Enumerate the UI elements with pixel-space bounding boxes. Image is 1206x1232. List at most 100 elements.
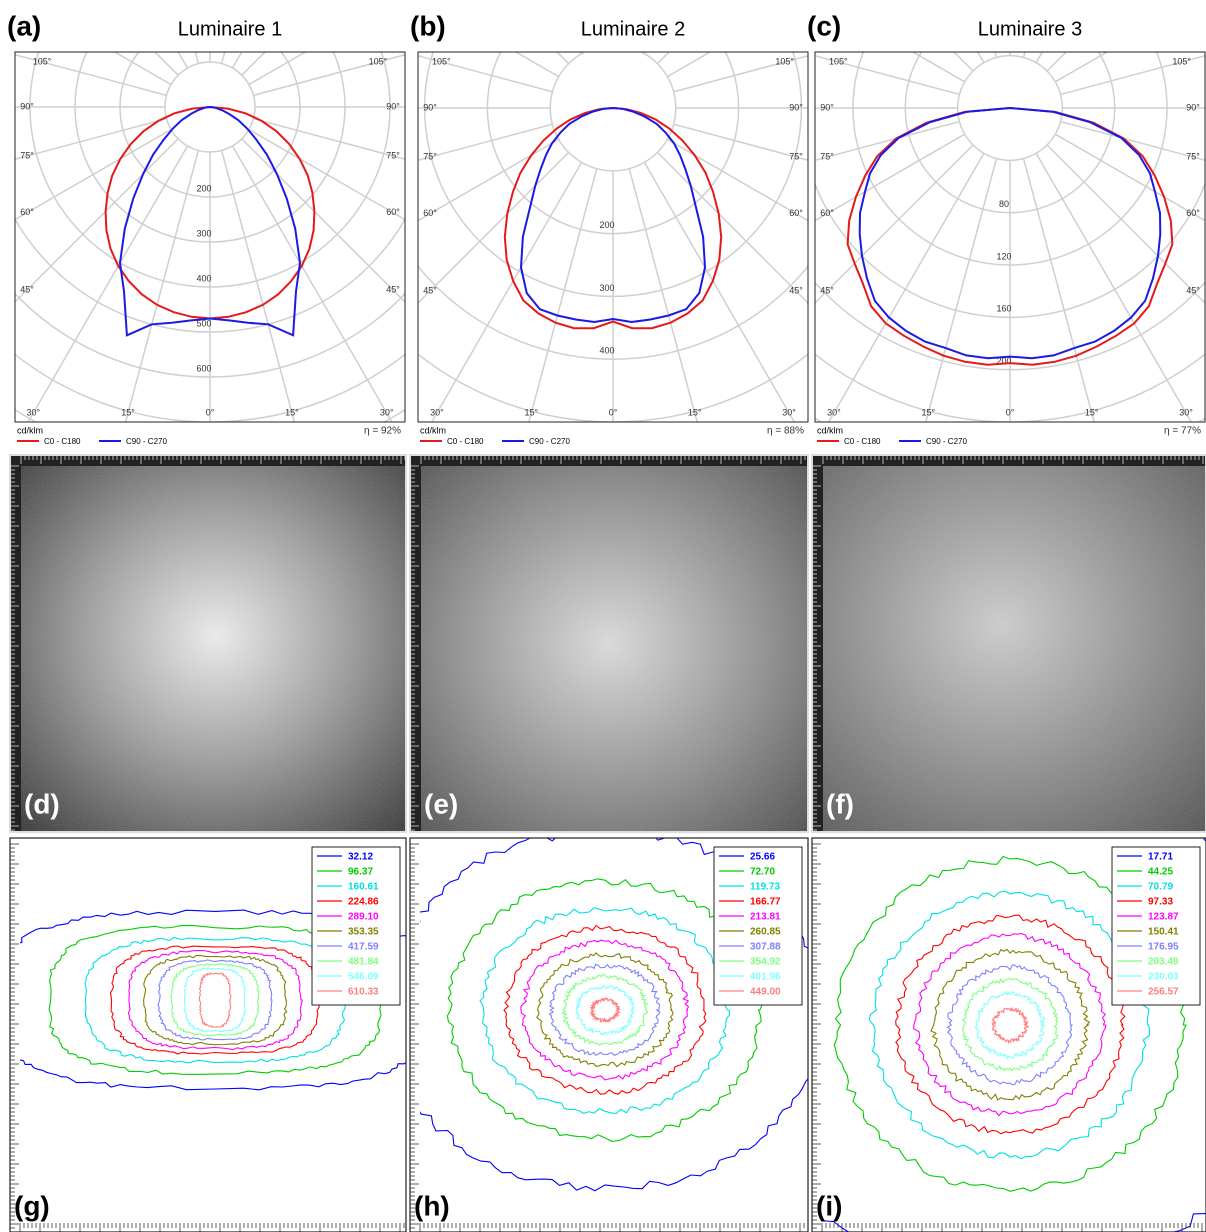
angle-tick-label: 60°	[386, 207, 400, 217]
panel-title: Luminaire 1	[178, 18, 283, 40]
annotation: η = 77%	[1164, 426, 1201, 437]
angle-tick-label: 75°	[423, 151, 437, 161]
angle-tick-label: 60°	[20, 207, 34, 217]
panel-title: Luminaire 2	[581, 18, 686, 40]
angle-tick-label: 105°	[775, 56, 794, 66]
ruler-left	[812, 838, 822, 1232]
legend-label: 307.88	[750, 942, 781, 953]
legend-label: 176.95	[1148, 942, 1179, 953]
angle-tick-label: 15°	[524, 407, 538, 417]
legend-label: 449.00	[750, 987, 781, 998]
angle-tick-label: 75°	[1186, 151, 1200, 161]
angle-tick-label: 45°	[1186, 285, 1200, 295]
angle-tick-label: 105°	[1172, 56, 1191, 66]
panel-label: (a)	[7, 10, 41, 41]
ruler-left	[410, 455, 421, 832]
angle-tick-label: 60°	[1186, 208, 1200, 218]
r-tick-label: 200	[196, 183, 211, 193]
panel-label: (e)	[424, 788, 458, 819]
angle-tick-label: 45°	[789, 285, 803, 295]
legend-label: 32.12	[348, 852, 373, 863]
angle-tick-label: 90°	[423, 102, 437, 112]
annotation: η = 92%	[364, 426, 401, 437]
angle-tick-label: 30°	[827, 407, 841, 417]
angle-tick-label: 0°	[206, 407, 215, 417]
legend-label: 213.81	[750, 912, 781, 923]
r-unit-label: cd/klm	[817, 425, 843, 435]
legend-label: 289.10	[348, 912, 379, 923]
figure: (d)(e)(f)(a)Luminaire 120030040050060010…	[0, 0, 1206, 1232]
legend-label: 119.73	[750, 882, 780, 893]
panel-label: (h)	[414, 1190, 450, 1221]
angle-tick-label: 30°	[430, 407, 444, 417]
r-tick-label: 400	[196, 273, 211, 283]
legend-label: 123.87	[1148, 912, 1179, 923]
ruler-left	[10, 455, 21, 832]
angle-tick-label: 30°	[782, 407, 796, 417]
spoke	[766, 0, 996, 57]
r-tick-label: 120	[996, 251, 1011, 261]
legend-label: 17.71	[1148, 852, 1173, 863]
legend-label: 203.49	[1148, 957, 1179, 968]
legend-label: 353.35	[348, 927, 379, 938]
ruler-left	[10, 838, 20, 1232]
angle-tick-label: 30°	[1179, 407, 1193, 417]
legend-label: C0 - C180	[844, 437, 881, 446]
legend-label: 96.37	[348, 867, 373, 878]
angle-tick-label: 0°	[609, 407, 618, 417]
angle-tick-label: 75°	[789, 151, 803, 161]
panel-label: (d)	[24, 788, 60, 819]
r-unit-label: cd/klm	[17, 425, 43, 435]
angle-tick-label: 75°	[20, 150, 34, 160]
angle-tick-label: 90°	[820, 102, 834, 112]
angle-tick-label: 15°	[921, 407, 935, 417]
legend-label: C0 - C180	[44, 437, 81, 446]
angle-tick-label: 105°	[829, 56, 848, 66]
ruler-left	[410, 838, 420, 1232]
angle-tick-label: 0°	[1006, 407, 1015, 417]
legend-label: 256.57	[1148, 987, 1179, 998]
angle-tick-label: 105°	[369, 56, 388, 66]
legend-label: C90 - C270	[529, 437, 570, 446]
legend-label: 354.92	[750, 957, 781, 968]
panel-label: (g)	[14, 1190, 50, 1221]
angle-tick-label: 30°	[27, 407, 41, 417]
legend-label: C90 - C270	[926, 437, 967, 446]
legend-label: 260.85	[750, 927, 781, 938]
panel-label: (b)	[410, 10, 446, 41]
legend-label: 481.84	[348, 957, 379, 968]
spoke	[369, 0, 597, 47]
legend-label: C90 - C270	[126, 437, 167, 446]
angle-tick-label: 90°	[789, 102, 803, 112]
panel-label: (f)	[826, 788, 854, 819]
angle-tick-label: 75°	[386, 150, 400, 160]
angle-tick-label: 45°	[386, 284, 400, 294]
image-grain	[10, 455, 406, 832]
legend-label: 160.61	[348, 882, 379, 893]
angle-tick-label: 15°	[1085, 407, 1099, 417]
legend-label: 150.41	[1148, 927, 1179, 938]
angle-tick-label: 90°	[1186, 102, 1200, 112]
r-tick-label: 80	[999, 199, 1009, 209]
angle-tick-label: 90°	[386, 101, 400, 111]
r-tick-label: 160	[996, 304, 1011, 314]
angle-tick-label: 75°	[820, 151, 834, 161]
legend-label: 97.33	[1148, 897, 1173, 908]
angle-tick-label: 45°	[20, 284, 34, 294]
r-unit-label: cd/klm	[420, 425, 446, 435]
legend-label: 44.25	[1148, 867, 1173, 878]
panel-label: (i)	[816, 1190, 842, 1221]
legend-label: 546.09	[348, 972, 379, 983]
angle-tick-label: 105°	[432, 56, 451, 66]
legend-label: C0 - C180	[447, 437, 484, 446]
r-tick-label: 300	[196, 228, 211, 238]
legend-label: 401.96	[750, 972, 781, 983]
r-tick-label: 300	[599, 283, 614, 293]
r-tick-label: 400	[599, 346, 614, 356]
r-tick-label: 600	[196, 363, 211, 373]
panel-title: Luminaire 3	[978, 18, 1083, 40]
legend-label: 25.66	[750, 852, 775, 863]
image-grain	[410, 455, 808, 832]
angle-tick-label: 105°	[33, 56, 52, 66]
annotation: η = 88%	[767, 426, 804, 437]
